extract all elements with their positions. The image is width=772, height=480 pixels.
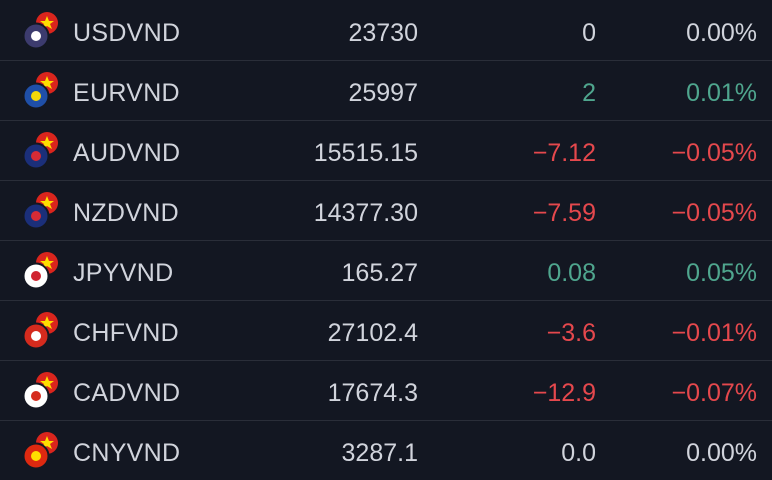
pair-icon <box>22 12 58 50</box>
change-percent: −0.05% <box>671 139 758 167</box>
base-flag-mark <box>31 211 41 221</box>
change: 0 <box>582 19 596 47</box>
last-price: 17674.3 <box>327 379 418 407</box>
base-flag-mark <box>31 331 41 341</box>
base-flag-mark <box>31 391 41 401</box>
change: 0.08 <box>547 259 596 287</box>
change: −12.9 <box>532 379 596 407</box>
change: −7.12 <box>532 139 596 167</box>
change-percent: −0.05% <box>671 199 758 227</box>
change-percent: 0.01% <box>686 79 757 107</box>
change-percent: 0.05% <box>686 259 757 287</box>
pair-icon <box>22 372 58 410</box>
last-price: 3287.1 <box>341 439 418 467</box>
base-flag-mark <box>31 271 41 281</box>
quote-row[interactable]: EURVND 25997 2 0.01% <box>0 61 772 121</box>
quote-row[interactable]: NZDVND 14377.30 −7.59 −0.05% <box>0 181 772 241</box>
last-price: 15515.15 <box>313 139 418 167</box>
change-percent: −0.01% <box>671 319 758 347</box>
base-flag-mark <box>31 151 41 161</box>
change: 0.0 <box>561 439 596 467</box>
pair-icon <box>22 192 58 230</box>
change: 2 <box>582 79 596 107</box>
change: −7.59 <box>532 199 596 227</box>
pair-icon <box>22 252 58 290</box>
symbol: NZDVND <box>73 199 179 227</box>
change-percent: 0.00% <box>686 19 757 47</box>
last-price: 23730 <box>348 19 418 47</box>
pair-icon <box>22 432 58 470</box>
change-percent: 0.00% <box>686 439 757 467</box>
quote-row[interactable]: USDVND 23730 0 0.00% <box>0 1 772 61</box>
change-percent: −0.07% <box>671 379 758 407</box>
pair-icon <box>22 132 58 170</box>
change: −3.6 <box>546 319 596 347</box>
base-flag-mark <box>31 91 41 101</box>
base-flag-mark <box>31 451 41 461</box>
symbol: JPYVND <box>73 259 174 287</box>
quote-row[interactable]: JPYVND 165.27 0.08 0.05% <box>0 241 772 301</box>
symbol: CNYVND <box>73 439 181 467</box>
symbol: CADVND <box>73 379 181 407</box>
last-price: 27102.4 <box>327 319 418 347</box>
last-price: 165.27 <box>341 259 418 287</box>
base-flag-mark <box>31 31 41 41</box>
quote-row[interactable]: AUDVND 15515.15 −7.12 −0.05% <box>0 121 772 181</box>
quote-row[interactable]: CNYVND 3287.1 0.0 0.00% <box>0 421 772 480</box>
symbol: CHFVND <box>73 319 179 347</box>
last-price: 25997 <box>348 79 418 107</box>
quote-row[interactable]: CADVND 17674.3 −12.9 −0.07% <box>0 361 772 421</box>
last-price: 14377.30 <box>313 199 418 227</box>
pair-icon <box>22 312 58 350</box>
quote-row[interactable]: CHFVND 27102.4 −3.6 −0.01% <box>0 301 772 361</box>
symbol: AUDVND <box>73 139 181 167</box>
symbol: USDVND <box>73 19 181 47</box>
pair-icon <box>22 72 58 110</box>
symbol: EURVND <box>73 79 180 107</box>
